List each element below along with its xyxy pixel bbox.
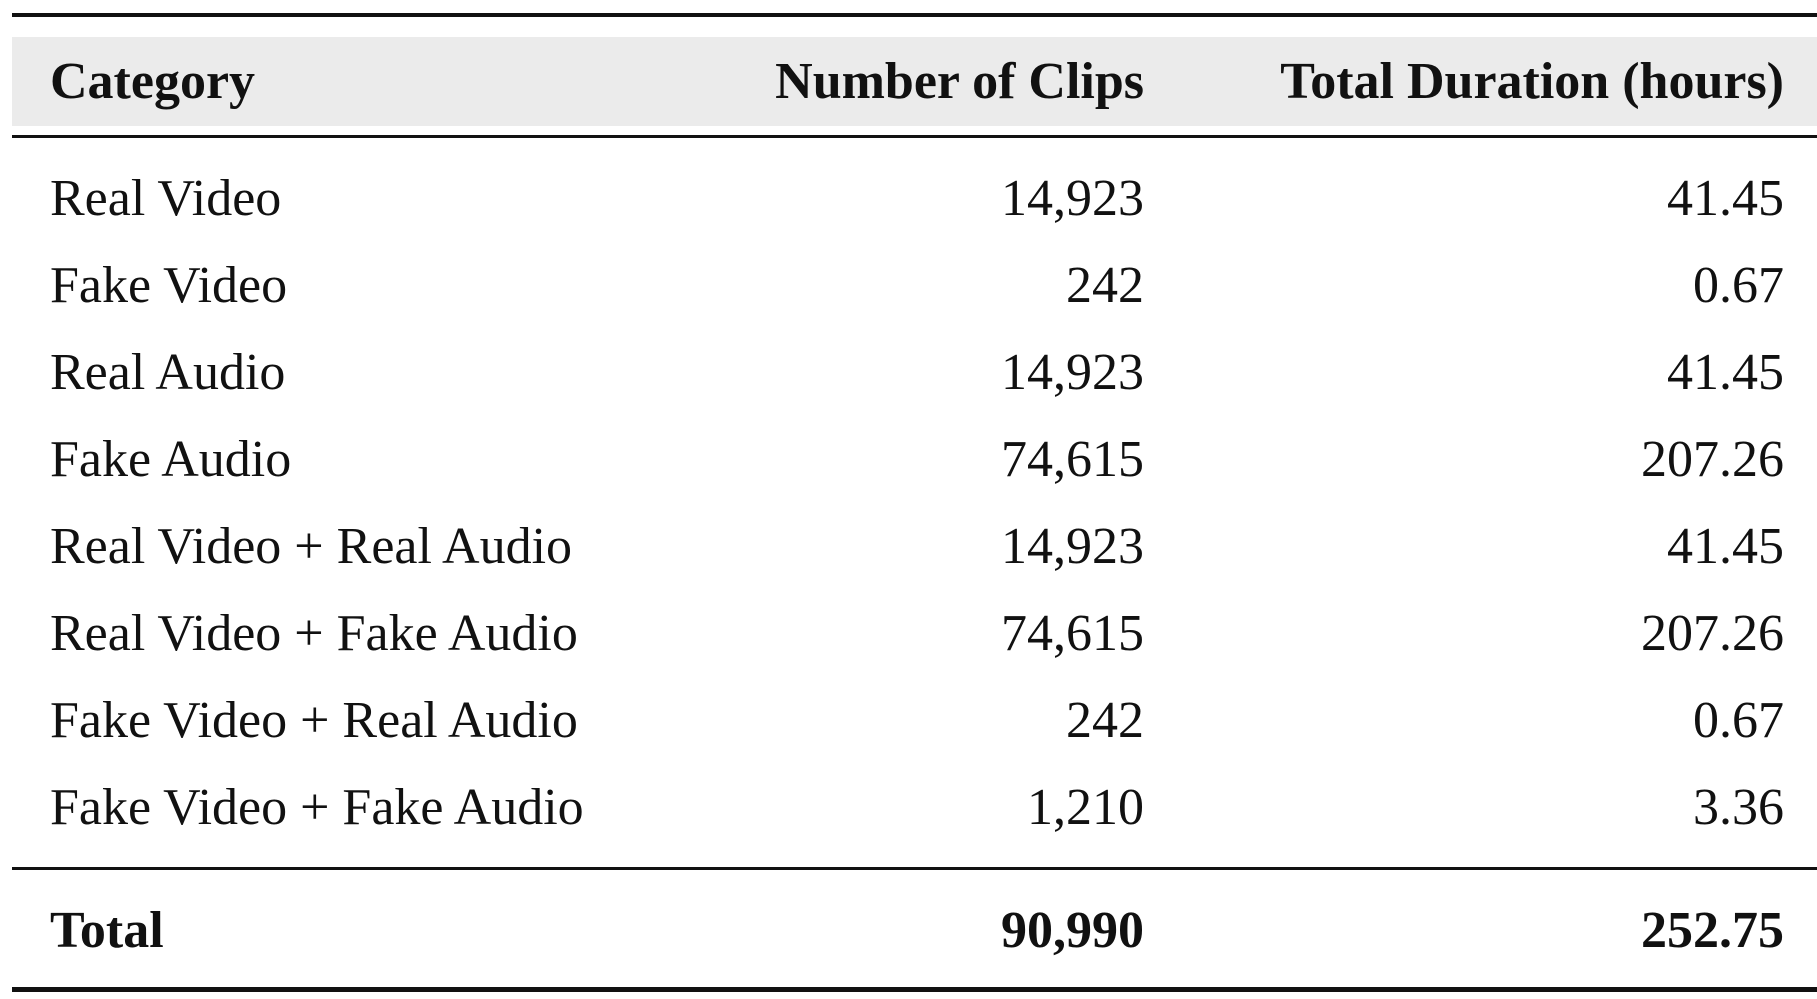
table-row: Fake Video + Fake Audio 1,210 3.36 [12,764,1817,851]
header-category: Category [50,53,256,110]
row-clips: 242 [1066,257,1144,314]
row-category: Real Video [50,170,282,227]
row-clips: 242 [1066,692,1144,749]
table-total-row: Total 90,990 252.75 [12,887,1817,974]
table-total-rule [12,867,1817,870]
header-total-duration: Total Duration (hours) [1280,53,1784,110]
row-clips: 14,923 [1001,344,1144,401]
total-clips: 90,990 [1001,902,1144,959]
row-duration: 41.45 [1667,170,1784,227]
table-header-row: Category Number of Clips Total Duration … [12,38,1817,125]
table-row: Fake Video + Real Audio 242 0.67 [12,677,1817,764]
table-top-rule [12,13,1817,17]
row-category: Real Audio [50,344,286,401]
row-category: Fake Video + Fake Audio [50,779,584,836]
header-number-of-clips: Number of Clips [775,53,1144,110]
row-category: Real Video + Fake Audio [50,605,578,662]
table-row: Real Video + Real Audio 14,923 41.45 [12,503,1817,590]
row-duration: 207.26 [1641,605,1784,662]
table-row: Fake Video 242 0.67 [12,242,1817,329]
row-clips: 1,210 [1027,779,1144,836]
table-row: Real Video + Fake Audio 74,615 207.26 [12,590,1817,677]
table-header-rule [12,135,1817,138]
row-category: Real Video + Real Audio [50,518,573,575]
row-category: Fake Video + Real Audio [50,692,578,749]
table-bottom-rule [12,987,1817,992]
row-duration: 207.26 [1641,431,1784,488]
row-duration: 3.36 [1693,779,1784,836]
table-row: Real Video 14,923 41.45 [12,155,1817,242]
row-clips: 74,615 [1001,431,1144,488]
total-label: Total [50,902,164,959]
row-duration: 41.45 [1667,518,1784,575]
row-category: Fake Audio [50,431,292,488]
row-clips: 14,923 [1001,518,1144,575]
row-clips: 14,923 [1001,170,1144,227]
total-duration: 252.75 [1641,902,1784,959]
table-header-band [12,37,1817,126]
row-duration: 41.45 [1667,344,1784,401]
row-category: Fake Video [50,257,288,314]
row-duration: 0.67 [1693,257,1784,314]
row-duration: 0.67 [1693,692,1784,749]
table-row: Fake Audio 74,615 207.26 [12,416,1817,503]
row-clips: 74,615 [1001,605,1144,662]
table-row: Real Audio 14,923 41.45 [12,329,1817,416]
